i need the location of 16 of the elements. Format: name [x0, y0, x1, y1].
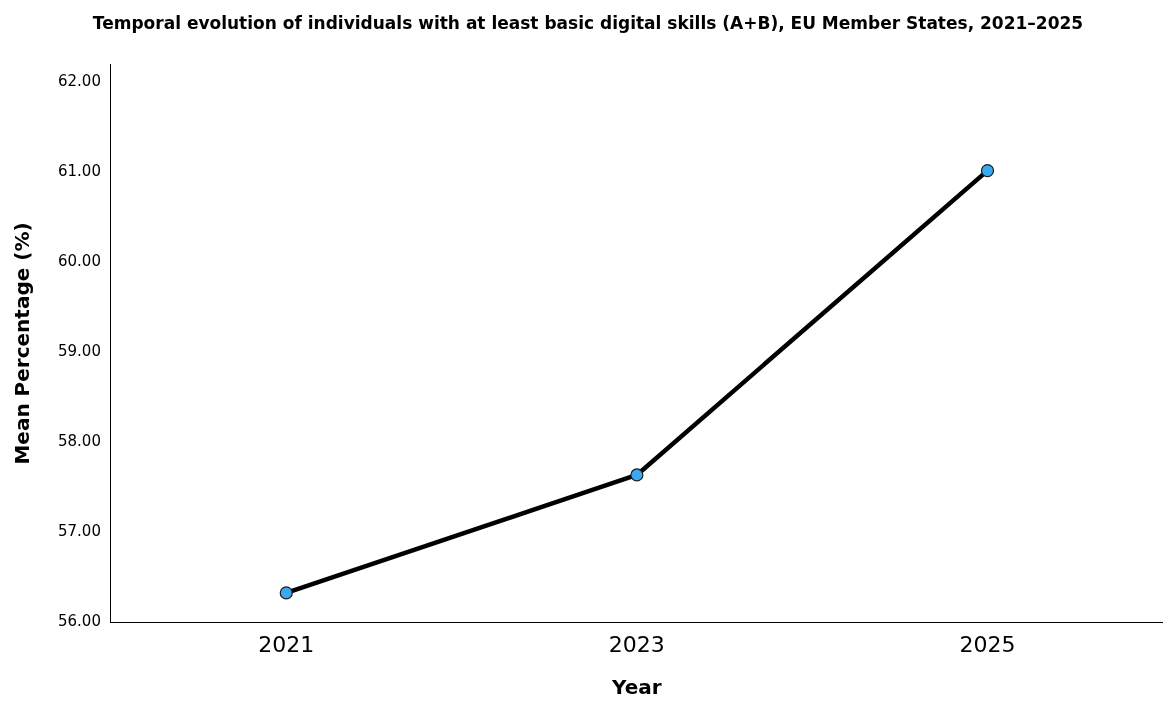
y-axis-title: Mean Percentage (%) — [10, 222, 35, 465]
point — [980, 164, 995, 178]
point — [630, 468, 644, 482]
y-tick-label: 60.00 — [57, 252, 101, 271]
point — [279, 586, 293, 600]
y-tick-label: 56.00 — [57, 612, 101, 631]
chart-title: Temporal evolution of individuals with at least basic digital skills (A+B), EU Member States, 2021–2025 — [92, 12, 1084, 33]
y-tick-label: 58.00 — [57, 432, 101, 451]
y-tick-label: 61.00 — [57, 162, 101, 181]
x-axis-title: Year — [611, 675, 662, 700]
x-tick-label: 2023 — [608, 631, 665, 657]
y-tick-label: 62.00 — [57, 72, 101, 91]
x-tick-label: 2021 — [258, 631, 315, 657]
y-tick-label: 59.00 — [57, 342, 101, 361]
y-tick-label: 57.00 — [57, 522, 101, 541]
x-tick-label: 2025 — [959, 631, 1016, 657]
